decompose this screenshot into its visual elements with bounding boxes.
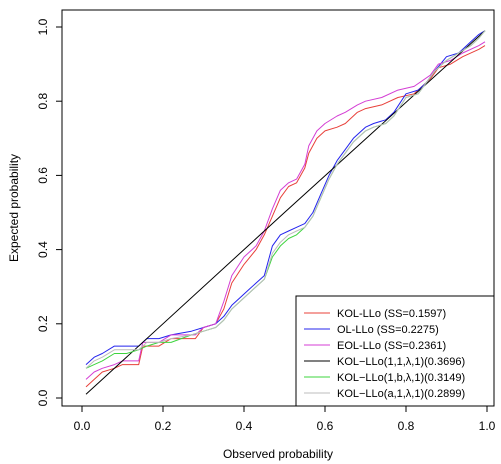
x-tick-label: 0.4 <box>236 419 253 433</box>
y-axis-label: Expected probability <box>7 154 21 262</box>
series-line-2 <box>85 30 486 365</box>
legend-label: KOL−LLo(a,1,λ,1)(0.2899) <box>337 388 465 400</box>
y-axis: 0.0 0.2 0.4 0.6 0.8 1.0 <box>36 18 63 406</box>
x-axis-label: Observed probability <box>223 447 333 461</box>
legend-label: KOL−LLo(1,b,λ,1)(0.3149) <box>337 372 465 384</box>
legend-label: EOL-LLo (SS=0.2361) <box>337 340 446 352</box>
legend: KOL-LLo (SS=0.1597) OL-LLo (SS=0.2275) EOL… <box>295 295 495 407</box>
legend-label: OL-LLo (SS=0.2275) <box>337 324 439 336</box>
x-tick-label: 0.0 <box>74 419 91 433</box>
y-tick-label: 0.2 <box>36 315 50 332</box>
y-tick-label: 0.4 <box>36 241 50 258</box>
series-line-3 <box>85 41 486 380</box>
y-tick-label: 0.8 <box>36 93 50 110</box>
x-tick-label: 0.6 <box>317 419 334 433</box>
x-tick-label: 0.2 <box>155 419 172 433</box>
x-tick-label: 0.8 <box>398 419 415 433</box>
series-line-6 <box>85 30 486 369</box>
x-tick-label: 1.0 <box>479 419 496 433</box>
legend-label: KOL−LLo(1,1,λ,1)(0.3696) <box>337 356 465 368</box>
series-line-4 <box>85 30 486 395</box>
y-tick-label: 0.6 <box>36 167 50 184</box>
y-tick-label: 0.0 <box>36 389 50 406</box>
y-tick-label: 1.0 <box>36 18 50 35</box>
series-line-1 <box>85 45 486 388</box>
legend-box <box>295 295 495 407</box>
legend-label: KOL-LLo (SS=0.1597) <box>337 308 446 320</box>
series-layer <box>85 30 486 395</box>
